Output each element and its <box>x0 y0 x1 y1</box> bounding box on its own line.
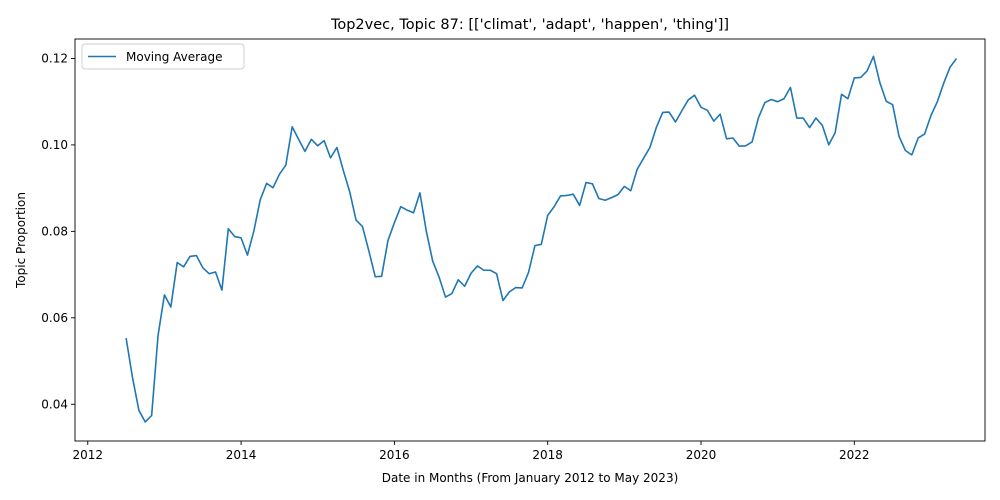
y-tick-label: 0.10 <box>41 138 68 152</box>
x-tick-label: 2012 <box>73 448 104 462</box>
x-tick-label: 2014 <box>226 448 257 462</box>
legend-box <box>81 43 245 70</box>
legend: Moving Average <box>81 43 245 70</box>
chart-title: Top2vec, Topic 87: [['climat', 'adapt', … <box>330 17 729 33</box>
x-tick-label: 2020 <box>686 448 717 462</box>
y-tick-label: 0.12 <box>41 51 68 65</box>
y-tick-label: 0.06 <box>41 311 68 325</box>
y-axis-ticks: 0.04 0.06 0.08 0.10 0.12 <box>41 51 75 411</box>
legend-entry-moving-average: Moving Average <box>126 50 222 64</box>
x-tick-label: 2018 <box>532 448 563 462</box>
plot-frame <box>74 38 986 442</box>
plot-area <box>75 39 985 441</box>
series-line-moving-average <box>125 55 958 423</box>
x-tick-label: 2016 <box>379 448 410 462</box>
y-axis-label: Topic Proportion <box>14 192 28 289</box>
y-tick-label: 0.08 <box>41 224 68 238</box>
x-axis-label: Date in Months (From January 2012 to May… <box>382 471 679 485</box>
y-tick-label: 0.04 <box>41 397 68 411</box>
x-axis-ticks: 2012 2014 2016 2018 2020 2022 <box>73 441 870 462</box>
x-tick-label: 2022 <box>839 448 870 462</box>
